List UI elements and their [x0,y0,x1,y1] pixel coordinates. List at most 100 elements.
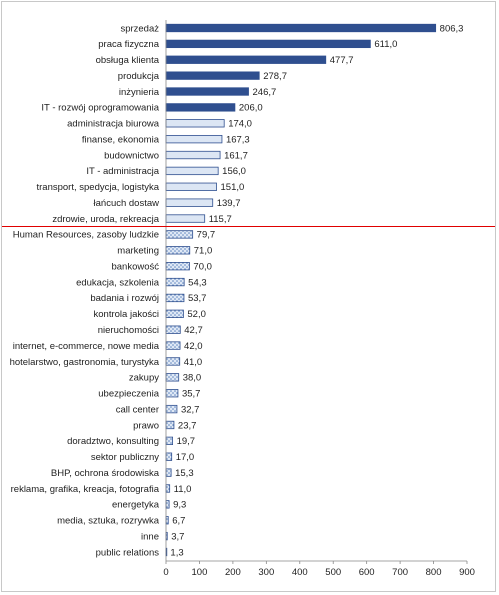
x-tick-label: 800 [426,567,442,578]
value-label: 17,0 [176,452,195,463]
category-label: call center [116,404,159,415]
category-label: transport, spedycja, logistyka [36,182,159,193]
bar [165,484,171,493]
x-tick-label: 300 [258,567,274,578]
value-label: 42,0 [184,341,203,352]
category-label: ubezpieczenia [98,389,159,400]
value-label: 115,7 [209,214,232,225]
bar [165,119,225,128]
x-tick-label: 400 [292,567,308,578]
bar [165,55,327,64]
category-label: inne [141,531,159,542]
bar [165,468,172,477]
category-label: Human Resources, zasoby ludzkie [13,230,159,241]
category-label: badania i rozwój [90,293,159,304]
category-label: energetyka [112,500,160,511]
bar [165,389,179,398]
category-label: zakupy [129,373,159,384]
bar [165,293,185,303]
x-tick-label: 0 [163,567,168,578]
value-label: 9,3 [173,500,186,511]
value-label: 174,0 [228,119,252,130]
category-label: finanse, ekonomia [82,134,160,145]
category-label: produkcja [118,71,160,82]
x-axis: 0 100 200 300 400 500 600 700 800 900 [163,20,475,578]
value-label: 278,7 [263,71,287,82]
bar [165,277,185,287]
category-label: reklama, grafika, kreacja, fotografia [11,484,160,495]
bar [165,452,173,461]
bar [165,23,437,33]
value-label: 79,7 [197,230,216,241]
category-label: administracja biurowa [67,119,160,130]
category-label: prawo [133,420,159,431]
value-label: 156,0 [222,166,246,177]
bar [165,262,190,271]
value-label: 32,7 [181,404,200,415]
bar [165,87,249,96]
bar [165,103,236,112]
bar [165,230,194,239]
category-label: IT - rozwój oprogramowania [41,103,159,114]
category-label: bankowość [111,261,159,272]
category-label: inżynieria [119,87,160,98]
value-label: 139,7 [217,198,241,209]
category-label: marketing [117,246,159,257]
category-label: hotelarstwo, gastronomia, turystyka [10,357,160,368]
value-label: 6,7 [172,516,185,527]
bar [165,325,181,334]
bar [165,150,221,160]
x-tick-label: 700 [392,567,408,578]
value-label: 1,3 [170,547,183,558]
bars [165,23,437,557]
x-tick-label: 200 [225,567,241,578]
bar [165,357,181,366]
value-label: 806,3 [440,23,464,34]
value-label: 161,7 [224,150,248,161]
category-label: obsługa klienta [96,55,160,66]
category-label: kontrola jakości [94,309,159,320]
bar [165,134,223,144]
bar [165,214,206,223]
bar [165,182,217,191]
value-label: 35,7 [182,389,201,400]
value-label: 206,0 [239,103,263,114]
value-label: 15,3 [175,468,194,479]
bar [165,420,175,430]
x-tick-label: 100 [192,567,208,578]
category-label: sprzedaż [120,23,159,34]
bar [165,373,180,382]
x-tick-label: 900 [459,567,475,578]
category-label: nieruchomości [98,325,159,336]
category-label: media, sztuka, rozrywka [57,516,160,527]
value-labels: 806,3 611,0 477,7 278,7 246,7 206,0 174,0 167,3… [170,23,463,558]
category-label: public relations [96,547,160,558]
category-label: IT - administracja [86,166,159,177]
category-label: BHP, ochrona środowiska [51,468,160,479]
category-label: edukacja, szkolenia [76,277,160,288]
value-label: 23,7 [178,420,197,431]
bar [165,71,260,80]
category-label: łańcuch dostaw [94,198,160,209]
value-label: 151,0 [221,182,245,193]
bar [165,341,181,350]
category-label: praca fizyczna [98,39,159,50]
value-label: 19,7 [177,436,196,447]
x-tick-label: 500 [325,567,341,578]
category-label: budownictwo [104,150,159,161]
category-label: sektor publiczny [91,452,159,463]
value-label: 167,3 [226,134,250,145]
value-label: 54,3 [188,277,207,288]
value-label: 42,7 [184,325,203,336]
x-tick-label: 600 [359,567,375,578]
value-label: 52,0 [187,309,206,320]
category-label: doradztwo, konsulting [67,436,159,447]
category-label: zdrowie, uroda, rekreacja [52,214,159,225]
value-label: 11,0 [174,484,192,495]
value-label: 71,0 [194,246,213,257]
value-label: 53,7 [188,293,207,304]
value-label: 38,0 [183,373,202,384]
bar [165,436,173,446]
